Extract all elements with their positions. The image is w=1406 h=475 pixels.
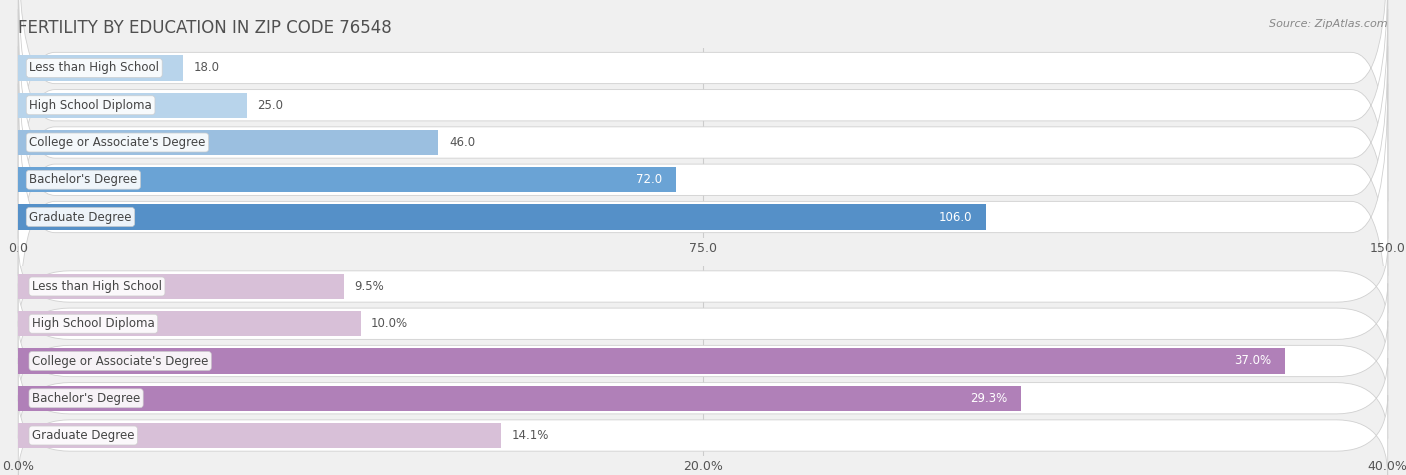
FancyBboxPatch shape (18, 0, 1388, 201)
Text: 18.0: 18.0 (194, 61, 219, 75)
Text: Bachelor's Degree: Bachelor's Degree (30, 173, 138, 186)
FancyBboxPatch shape (18, 47, 1388, 313)
Text: High School Diploma: High School Diploma (32, 317, 155, 330)
Bar (18, 348, 1285, 374)
Text: College or Associate's Degree: College or Associate's Degree (30, 136, 205, 149)
Text: Graduate Degree: Graduate Degree (32, 429, 135, 442)
Bar (18, 204, 986, 230)
Bar (18, 386, 1021, 411)
Text: Graduate Degree: Graduate Degree (30, 210, 132, 224)
Text: 9.5%: 9.5% (354, 280, 384, 293)
FancyBboxPatch shape (18, 284, 1388, 364)
Text: 106.0: 106.0 (939, 210, 973, 224)
FancyBboxPatch shape (18, 358, 1388, 438)
Text: 72.0: 72.0 (636, 173, 662, 186)
Text: College or Associate's Degree: College or Associate's Degree (32, 354, 208, 368)
Bar (18, 423, 501, 448)
Bar (18, 274, 343, 299)
FancyBboxPatch shape (18, 84, 1388, 351)
Text: Less than High School: Less than High School (32, 280, 162, 293)
Text: 10.0%: 10.0% (371, 317, 408, 330)
Bar (18, 130, 439, 155)
Text: 14.1%: 14.1% (512, 429, 548, 442)
FancyBboxPatch shape (18, 395, 1388, 475)
Text: High School Diploma: High School Diploma (30, 99, 152, 112)
FancyBboxPatch shape (18, 321, 1388, 401)
Text: Bachelor's Degree: Bachelor's Degree (32, 392, 141, 405)
Bar (18, 93, 246, 118)
Bar (18, 55, 183, 81)
Text: 37.0%: 37.0% (1234, 354, 1271, 368)
Text: 29.3%: 29.3% (970, 392, 1008, 405)
FancyBboxPatch shape (18, 246, 1388, 327)
Bar (18, 167, 676, 192)
Text: FERTILITY BY EDUCATION IN ZIP CODE 76548: FERTILITY BY EDUCATION IN ZIP CODE 76548 (18, 19, 392, 37)
Text: 25.0: 25.0 (257, 99, 284, 112)
FancyBboxPatch shape (18, 9, 1388, 276)
Bar (18, 311, 360, 336)
Text: Less than High School: Less than High School (30, 61, 159, 75)
Text: Source: ZipAtlas.com: Source: ZipAtlas.com (1270, 19, 1388, 29)
Text: 46.0: 46.0 (449, 136, 475, 149)
FancyBboxPatch shape (18, 0, 1388, 238)
